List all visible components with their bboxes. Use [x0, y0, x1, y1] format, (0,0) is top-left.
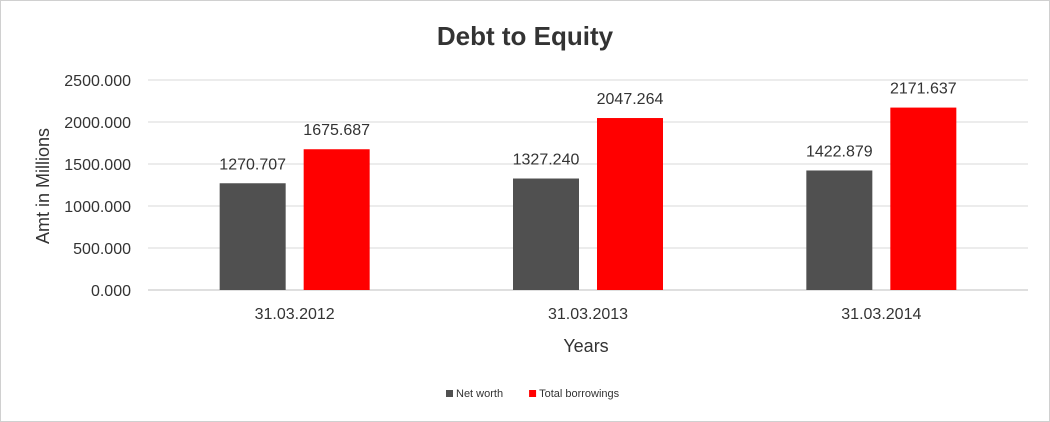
bar-total-borrowings — [303, 149, 370, 290]
y-tick-label: 1000.000 — [64, 199, 131, 216]
data-label: 1675.687 — [303, 122, 370, 139]
x-axis-label: Years — [563, 336, 608, 356]
y-tick-label: 500.000 — [73, 241, 131, 258]
x-axis-ticks: 31.03.2012 31.03.2013 31.03.2014 — [255, 306, 922, 323]
bar-total-borrowings — [597, 118, 663, 291]
legend: Net worth Total borrowings — [446, 388, 620, 400]
legend-swatch — [529, 390, 537, 397]
bars: 1270.707 1675.687 1327.240 2047.264 1422.879… — [219, 81, 957, 291]
y-axis-ticks: 0.000 500.000 1000.000 1500.000 2000.000 2500… — [64, 73, 131, 300]
chart-title: Debt to Equity — [437, 21, 614, 51]
x-tick-label: 31.03.2013 — [548, 306, 628, 323]
y-tick-label: 2000.000 — [64, 115, 131, 132]
bar-net-worth — [806, 170, 873, 290]
bar-net-worth — [219, 183, 286, 290]
x-tick-label: 31.03.2012 — [255, 306, 335, 323]
bar-net-worth — [513, 178, 579, 290]
y-tick-label: 1500.000 — [64, 157, 131, 174]
y-tick-label: 0.000 — [91, 283, 131, 300]
data-label: 2047.264 — [597, 91, 664, 108]
data-label: 2171.637 — [890, 81, 957, 98]
legend-swatch — [446, 390, 453, 397]
y-axis-label: Amt in Millions — [33, 128, 53, 244]
x-tick-label: 31.03.2014 — [841, 306, 921, 323]
data-label: 1270.707 — [219, 156, 286, 173]
data-label: 1422.879 — [806, 143, 873, 160]
gridlines — [148, 79, 1028, 291]
data-label: 1327.240 — [513, 152, 580, 169]
bar-total-borrowings — [890, 107, 957, 290]
legend-label: Total borrowings — [539, 388, 620, 400]
y-tick-label: 2500.000 — [64, 73, 131, 90]
legend-label: Net worth — [456, 388, 503, 400]
